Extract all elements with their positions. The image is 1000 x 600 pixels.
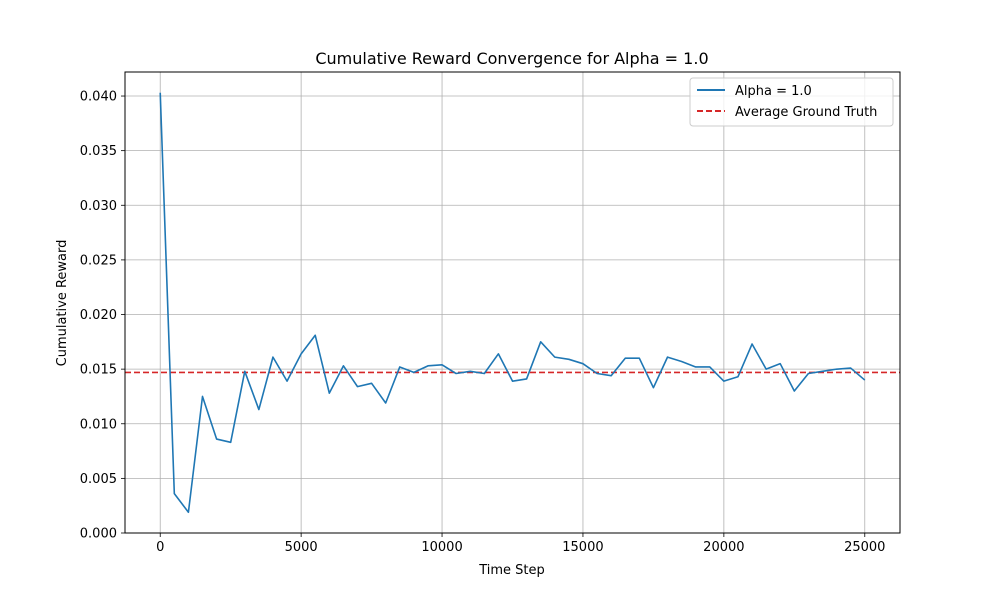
alpha-series-line [159, 92, 866, 514]
plot-area-background [125, 72, 900, 533]
grid [125, 72, 900, 534]
legend-label-alpha: Alpha = 1.0 [735, 84, 812, 99]
x-tick-label: 10000 [421, 540, 462, 555]
plot-frame [124, 71, 901, 534]
x-tick-label: 20000 [703, 540, 744, 555]
legend-box [689, 77, 894, 127]
series-lines [159, 92, 866, 514]
x-axis-ticks: 0 5000 10000 15000 20000 25000 [156, 533, 885, 555]
legend-label-ground-truth: Average Ground Truth [735, 105, 877, 120]
y-tick-label: 0.030 [80, 199, 117, 214]
y-tick-label: 0.025 [80, 253, 117, 268]
y-tick-label: 0.035 [80, 144, 117, 159]
legend: Alpha = 1.0 Average Ground Truth [689, 77, 894, 127]
x-tick-label: 0 [156, 540, 164, 555]
y-axis-ticks: 0.000 0.005 0.010 0.015 0.020 0.025 0.030 0.035… [80, 90, 125, 542]
y-tick-label: 0.000 [80, 527, 117, 542]
x-tick-label: 25000 [844, 540, 885, 555]
chart-title: Cumulative Reward Convergence for Alpha … [315, 49, 708, 68]
y-tick-label: 0.010 [80, 417, 117, 432]
y-tick-label: 0.020 [80, 308, 117, 323]
y-tick-label: 0.015 [80, 363, 117, 378]
x-tick-label: 5000 [285, 540, 318, 555]
y-tick-label: 0.040 [80, 90, 117, 105]
y-tick-label: 0.005 [80, 472, 117, 487]
x-tick-label: 15000 [562, 540, 603, 555]
x-axis-label: Time Step [478, 563, 545, 578]
y-axis-label: Cumulative Reward [55, 240, 70, 367]
